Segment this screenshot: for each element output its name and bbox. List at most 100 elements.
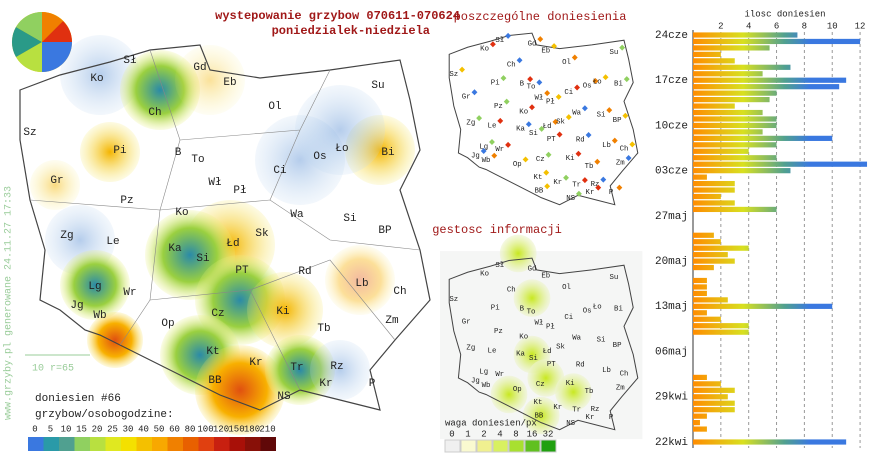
region-label: Lb bbox=[355, 278, 368, 290]
density-label: 32 bbox=[543, 429, 554, 439]
report-dot bbox=[616, 184, 623, 191]
report-dot bbox=[505, 141, 512, 148]
region-label: Kt bbox=[206, 346, 219, 358]
density-swatch bbox=[444, 439, 461, 453]
region-label: Rz bbox=[330, 361, 343, 373]
region-label: BB bbox=[534, 413, 543, 421]
region-label: Ko bbox=[480, 46, 489, 54]
region-label: Sz bbox=[23, 127, 36, 139]
report-dot bbox=[543, 169, 550, 176]
region-label: Tr bbox=[290, 362, 303, 374]
report-dot bbox=[500, 75, 507, 82]
bar bbox=[693, 122, 777, 129]
title: wystepowanie grzybow 070611-070624 bbox=[215, 9, 460, 23]
region-label: Wł bbox=[534, 94, 543, 102]
report-dot bbox=[525, 121, 532, 128]
bar bbox=[693, 316, 721, 322]
region-label: Pi bbox=[491, 304, 500, 312]
regions bbox=[29, 49, 421, 391]
bar bbox=[693, 129, 763, 135]
region-label: Sk bbox=[255, 228, 269, 240]
bar bbox=[693, 103, 735, 109]
region-label: Le bbox=[106, 236, 119, 248]
region-label: Gr bbox=[462, 319, 471, 327]
bar bbox=[693, 258, 735, 264]
region-label: P bbox=[369, 378, 376, 390]
region-label: Sk bbox=[556, 343, 565, 351]
region-label: Eb bbox=[541, 272, 550, 280]
report-dot bbox=[555, 93, 562, 100]
region-label: Zg bbox=[60, 230, 73, 242]
bar bbox=[693, 420, 700, 426]
bar bbox=[693, 284, 707, 290]
bar bbox=[693, 297, 728, 303]
region-label: Tr bbox=[572, 406, 581, 414]
density-legend-title: waga doniesien/px bbox=[445, 418, 537, 428]
x-tick-label: 6 bbox=[774, 21, 779, 31]
region-label: Ka bbox=[516, 350, 525, 358]
legend-swatch bbox=[152, 437, 168, 451]
legend-label: 40 bbox=[138, 424, 149, 434]
density-blob bbox=[490, 375, 528, 414]
mini-outline bbox=[448, 32, 639, 206]
report-dot bbox=[471, 89, 478, 96]
region-label: Ch bbox=[393, 286, 406, 298]
region-label: Wa bbox=[572, 335, 581, 343]
region-label: B bbox=[520, 305, 525, 313]
reports-count: doniesien #66 bbox=[35, 393, 121, 405]
region-label: Si bbox=[529, 130, 538, 138]
region-label: BB bbox=[534, 188, 543, 196]
region-label: Ki bbox=[566, 155, 575, 163]
region-label: Łd bbox=[543, 123, 552, 131]
legend-label: 50 bbox=[154, 424, 165, 434]
region-label: PT bbox=[235, 265, 249, 277]
region-label: Ch bbox=[620, 146, 629, 154]
region-label: Pł bbox=[546, 98, 555, 106]
region-label: Sz bbox=[449, 296, 458, 304]
bar bbox=[693, 174, 707, 180]
report-dot bbox=[600, 176, 607, 183]
report-dot bbox=[527, 76, 534, 83]
footer: www.grzyby.pl generowane 24.11.27 17:33 bbox=[3, 186, 15, 420]
report-dot bbox=[606, 107, 613, 114]
density-blob bbox=[555, 373, 592, 411]
region-label: Rd bbox=[576, 136, 585, 144]
region-label: Gr bbox=[462, 94, 471, 102]
legend-swatch bbox=[136, 437, 152, 451]
region-label: Wa bbox=[572, 110, 581, 118]
region-label: Cz bbox=[536, 156, 545, 164]
bar bbox=[693, 148, 749, 154]
legend-label: 25 bbox=[107, 424, 118, 434]
region-label: Gd bbox=[528, 40, 537, 48]
legend-label: 100 bbox=[197, 424, 213, 434]
bar bbox=[693, 239, 721, 245]
region-label: NS bbox=[277, 391, 291, 403]
x-tick-label: 10 bbox=[827, 21, 838, 31]
date-label: 24cze bbox=[655, 30, 688, 42]
region-label: Le bbox=[488, 347, 497, 355]
region-label: NS bbox=[566, 195, 575, 203]
date-label: 17cze bbox=[655, 75, 688, 87]
legend-swatch bbox=[167, 437, 183, 451]
region-label: Ch bbox=[620, 371, 629, 379]
bar bbox=[693, 71, 763, 77]
region-label: Eb bbox=[223, 77, 236, 89]
region-label: BP bbox=[378, 225, 392, 237]
date-label: 22kwi bbox=[655, 437, 688, 449]
density-swatch bbox=[492, 439, 509, 453]
report-dot bbox=[497, 117, 504, 124]
region-label: Ko bbox=[90, 73, 103, 85]
region-label: Zm bbox=[616, 384, 625, 392]
density-swatch bbox=[524, 439, 541, 453]
bar bbox=[693, 303, 833, 309]
legend-swatch bbox=[28, 437, 44, 451]
region-label: Zg bbox=[466, 119, 475, 127]
legend-label: 60 bbox=[169, 424, 180, 434]
bar bbox=[693, 142, 777, 148]
legend-swatch bbox=[74, 437, 90, 451]
report-dot bbox=[585, 132, 592, 138]
region-label: Łd bbox=[226, 238, 239, 250]
region-label: Wr bbox=[495, 146, 504, 154]
x-tick-label: 4 bbox=[746, 21, 751, 31]
legend-label: 5 bbox=[48, 424, 53, 434]
